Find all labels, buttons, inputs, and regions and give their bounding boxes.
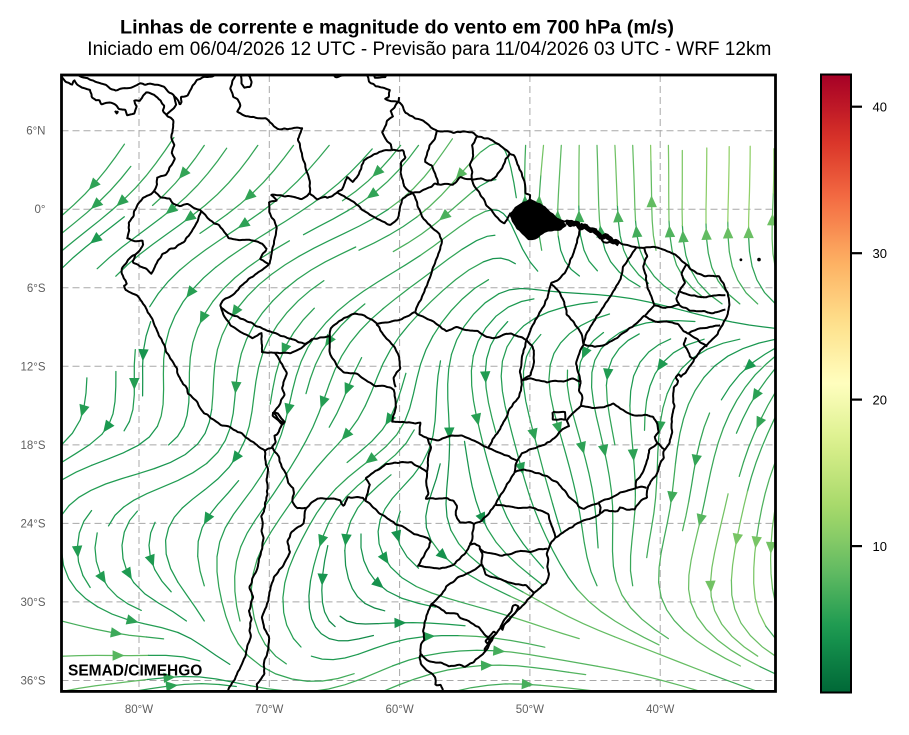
svg-text:Linhas de corrente e magnitude: Linhas de corrente e magnitude do vento … <box>120 17 674 39</box>
svg-text:70°W: 70°W <box>255 704 283 716</box>
svg-text:30°S: 30°S <box>20 597 45 609</box>
svg-text:40: 40 <box>873 99 887 114</box>
svg-text:0°: 0° <box>35 204 46 216</box>
svg-text:18°S: 18°S <box>20 440 45 452</box>
svg-text:Iniciado em 06/04/2026 12 UTC: Iniciado em 06/04/2026 12 UTC - Previsão… <box>87 39 771 60</box>
svg-text:30: 30 <box>873 246 887 261</box>
svg-text:50°W: 50°W <box>516 704 544 716</box>
svg-text:40°W: 40°W <box>646 704 674 716</box>
svg-text:20: 20 <box>873 392 887 407</box>
svg-text:6°S: 6°S <box>27 283 46 295</box>
svg-text:24°S: 24°S <box>20 518 45 530</box>
svg-text:12°S: 12°S <box>20 361 45 373</box>
svg-text:80°W: 80°W <box>125 704 153 716</box>
svg-text:10: 10 <box>873 539 887 554</box>
svg-text:60°W: 60°W <box>385 704 413 716</box>
svg-text:36°S: 36°S <box>20 676 45 688</box>
svg-text:SEMAD/CIMEHGO: SEMAD/CIMEHGO <box>68 663 202 680</box>
svg-text:6°N: 6°N <box>26 126 45 138</box>
